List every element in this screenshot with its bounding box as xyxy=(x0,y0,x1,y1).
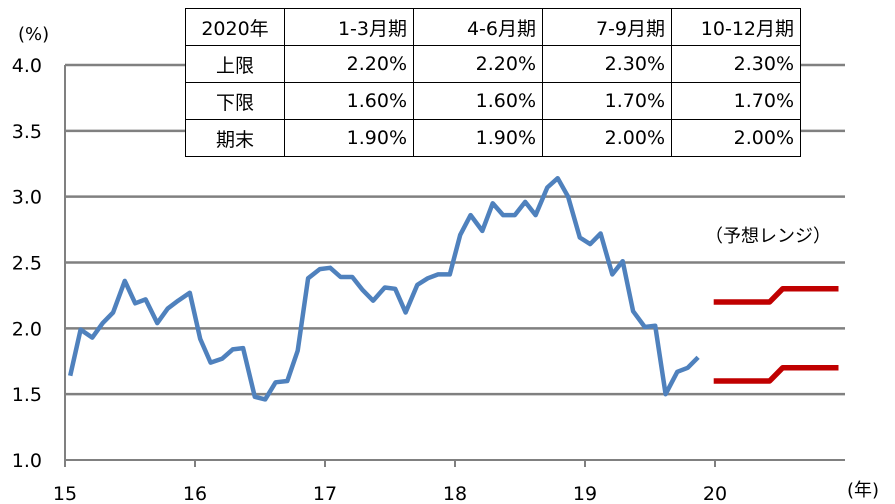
x-unit-label: (年) xyxy=(847,480,879,501)
x-tick-label: 19 xyxy=(573,483,597,504)
table-header-q4: 10-12月期 xyxy=(671,8,801,46)
table-cell: 2.30% xyxy=(671,45,801,83)
table-cell: 2.00% xyxy=(671,119,801,157)
y-tick-label: 2.5 xyxy=(12,253,42,275)
table-cell: 2.20% xyxy=(413,45,543,83)
x-tick-label: 20 xyxy=(703,483,727,504)
table-row-label: 上限 xyxy=(185,45,285,83)
table-cell: 2.00% xyxy=(542,119,672,157)
series-lines xyxy=(68,175,839,402)
forecast-range-label: （予想レンジ） xyxy=(705,226,831,247)
y-tick-label: 2.0 xyxy=(12,318,42,340)
table-cell: 1.90% xyxy=(413,119,543,157)
y-tick-label: 1.5 xyxy=(12,384,42,406)
y-unit-label: (%) xyxy=(18,24,49,45)
table-cell: 1.60% xyxy=(284,82,414,120)
forecast-upper-line xyxy=(713,286,839,305)
forecast-lower-line xyxy=(713,365,839,384)
y-tick-label: 4.0 xyxy=(12,55,42,77)
table-row-upper: 上限 2.20% 2.20% 2.30% 2.30% xyxy=(185,45,801,83)
x-tick-label: 16 xyxy=(183,483,207,504)
x-tick-label: 15 xyxy=(53,483,77,504)
x-tick-labels: 15 16 17 18 19 20 xyxy=(53,460,727,504)
table-header-q1: 1-3月期 xyxy=(284,8,414,46)
table-cell: 2.30% xyxy=(542,45,672,83)
table-cell: 1.70% xyxy=(671,82,801,120)
table-cell: 1.90% xyxy=(284,119,414,157)
table-row-end: 期末 1.90% 1.90% 2.00% 2.00% xyxy=(185,119,801,157)
y-tick-label: 3.0 xyxy=(12,187,42,209)
table-header-q3: 7-9月期 xyxy=(542,8,672,46)
table-row-lower: 下限 1.60% 1.60% 1.70% 1.70% xyxy=(185,82,801,120)
table-header-year: 2020年 xyxy=(185,8,285,46)
y-tick-label: 3.5 xyxy=(12,121,42,143)
x-tick-label: 18 xyxy=(443,483,467,504)
y-tick-labels: 1.0 1.5 2.0 2.5 3.0 3.5 4.0 xyxy=(12,55,42,472)
table-cell: 1.70% xyxy=(542,82,672,120)
table-header-q2: 4-6月期 xyxy=(413,8,543,46)
table-row-label: 期末 xyxy=(185,119,285,157)
table-row-label: 下限 xyxy=(185,82,285,120)
actual-yield-line xyxy=(68,175,700,402)
table-cell: 2.20% xyxy=(284,45,414,83)
y-tick-label: 1.0 xyxy=(12,450,42,472)
table-cell: 1.60% xyxy=(413,82,543,120)
forecast-table-header-row: 2020年 1-3月期 4-6月期 7-9月期 10-12月期 xyxy=(185,8,801,46)
forecast-table: 2020年 1-3月期 4-6月期 7-9月期 10-12月期 上限 2.20%… xyxy=(185,8,801,157)
x-tick-label: 17 xyxy=(313,483,337,504)
